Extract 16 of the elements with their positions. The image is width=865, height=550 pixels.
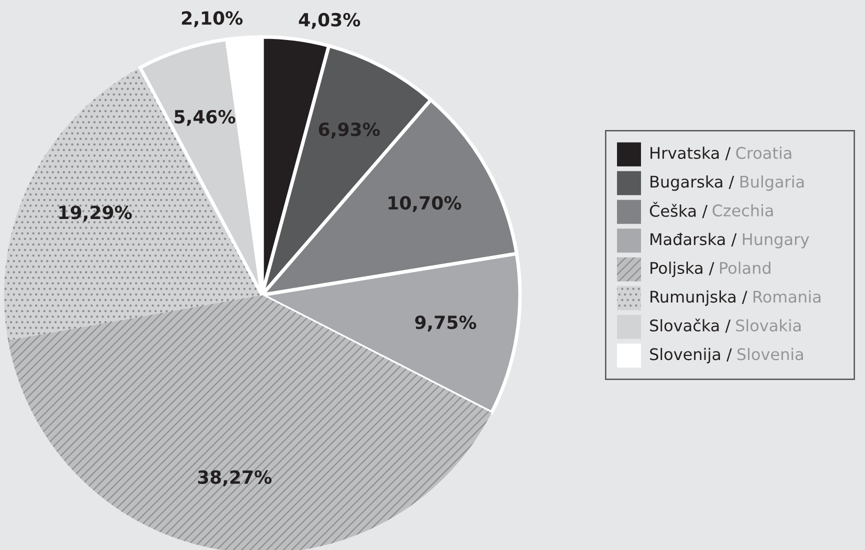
data-label: 10,70% — [388, 196, 462, 212]
data-label: 6,93% — [318, 122, 380, 138]
legend-label: Slovačka / Slovakia — [650, 318, 801, 333]
data-label: 2,10% — [182, 11, 243, 28]
data-label: 4,03% — [298, 12, 360, 29]
data-label: 19,29% — [59, 206, 132, 222]
data-label: 38,27% — [198, 470, 272, 486]
legend-label: Poljska / Poland — [650, 262, 770, 278]
legend-label: Češka / Czechia — [650, 202, 773, 218]
legend-label: Rumunjska / Romania — [650, 290, 820, 306]
data-label: 5,46% — [174, 110, 236, 126]
data-label: 9,75% — [415, 316, 476, 332]
legend-label: Mađarska / Hungary — [650, 232, 810, 248]
legend-label: Bugarska / Bulgaria — [650, 175, 804, 191]
legend-label: Hrvatska / Croatia — [650, 146, 792, 160]
legend-label: Slovenija / Slovenia — [650, 348, 803, 364]
